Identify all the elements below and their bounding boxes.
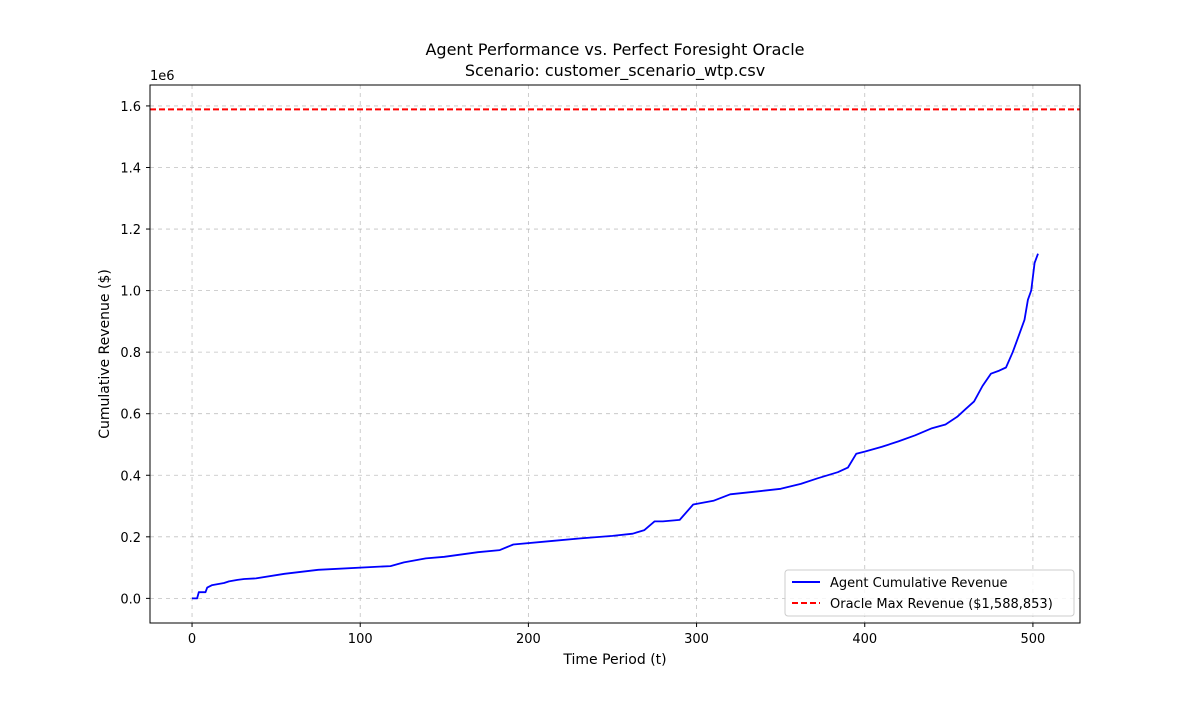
chart-title: Agent Performance vs. Perfect Foresight … (425, 40, 804, 59)
legend-box (784, 569, 1075, 617)
y-tick-label: 0.6 (120, 408, 141, 423)
y-tick-label: 0.2 (120, 531, 141, 546)
x-tick-label: 200 (516, 632, 541, 647)
y-tick-label: 0.0 (120, 592, 141, 607)
x-tick-label: 100 (348, 632, 373, 647)
y-tick-label: 1.0 (120, 285, 141, 300)
series-layer (150, 108, 1080, 600)
y-tick-label: 0.8 (120, 346, 141, 361)
legend-label-oracle: Oracle Max Revenue ($1,588,853) (830, 597, 1053, 612)
grid-layer (150, 85, 1080, 623)
x-tick-label: 400 (852, 632, 877, 647)
plot-frame (149, 84, 1081, 624)
y-tick-label: 0.4 (120, 469, 141, 484)
x-tick-label: 500 (1020, 632, 1045, 647)
y-tick-label: 1.6 (120, 100, 141, 115)
x-tick-label: 300 (684, 632, 709, 647)
y-offset-label: 1e6 (150, 69, 175, 84)
x-axis-label: Time Period (t) (562, 652, 666, 668)
ticks-layer: 0 100 200 300 400 500 0.0 0.2 0.4 0.6 0.8 1.0 1.2 1.4… (120, 100, 1045, 647)
y-tick-label: 1.4 (120, 161, 141, 176)
legend-label-agent: Agent Cumulative Revenue (830, 576, 1008, 591)
legend: Agent Cumulative Revenue Oracle Max Reve… (784, 569, 1075, 617)
y-axis-label: Cumulative Revenue ($) (97, 269, 113, 439)
x-tick-label: 0 (188, 632, 196, 647)
chart-subtitle: Scenario: customer_scenario_wtp.csv (465, 61, 765, 81)
y-tick-label: 1.2 (120, 223, 141, 238)
agent-revenue-line (192, 253, 1039, 600)
